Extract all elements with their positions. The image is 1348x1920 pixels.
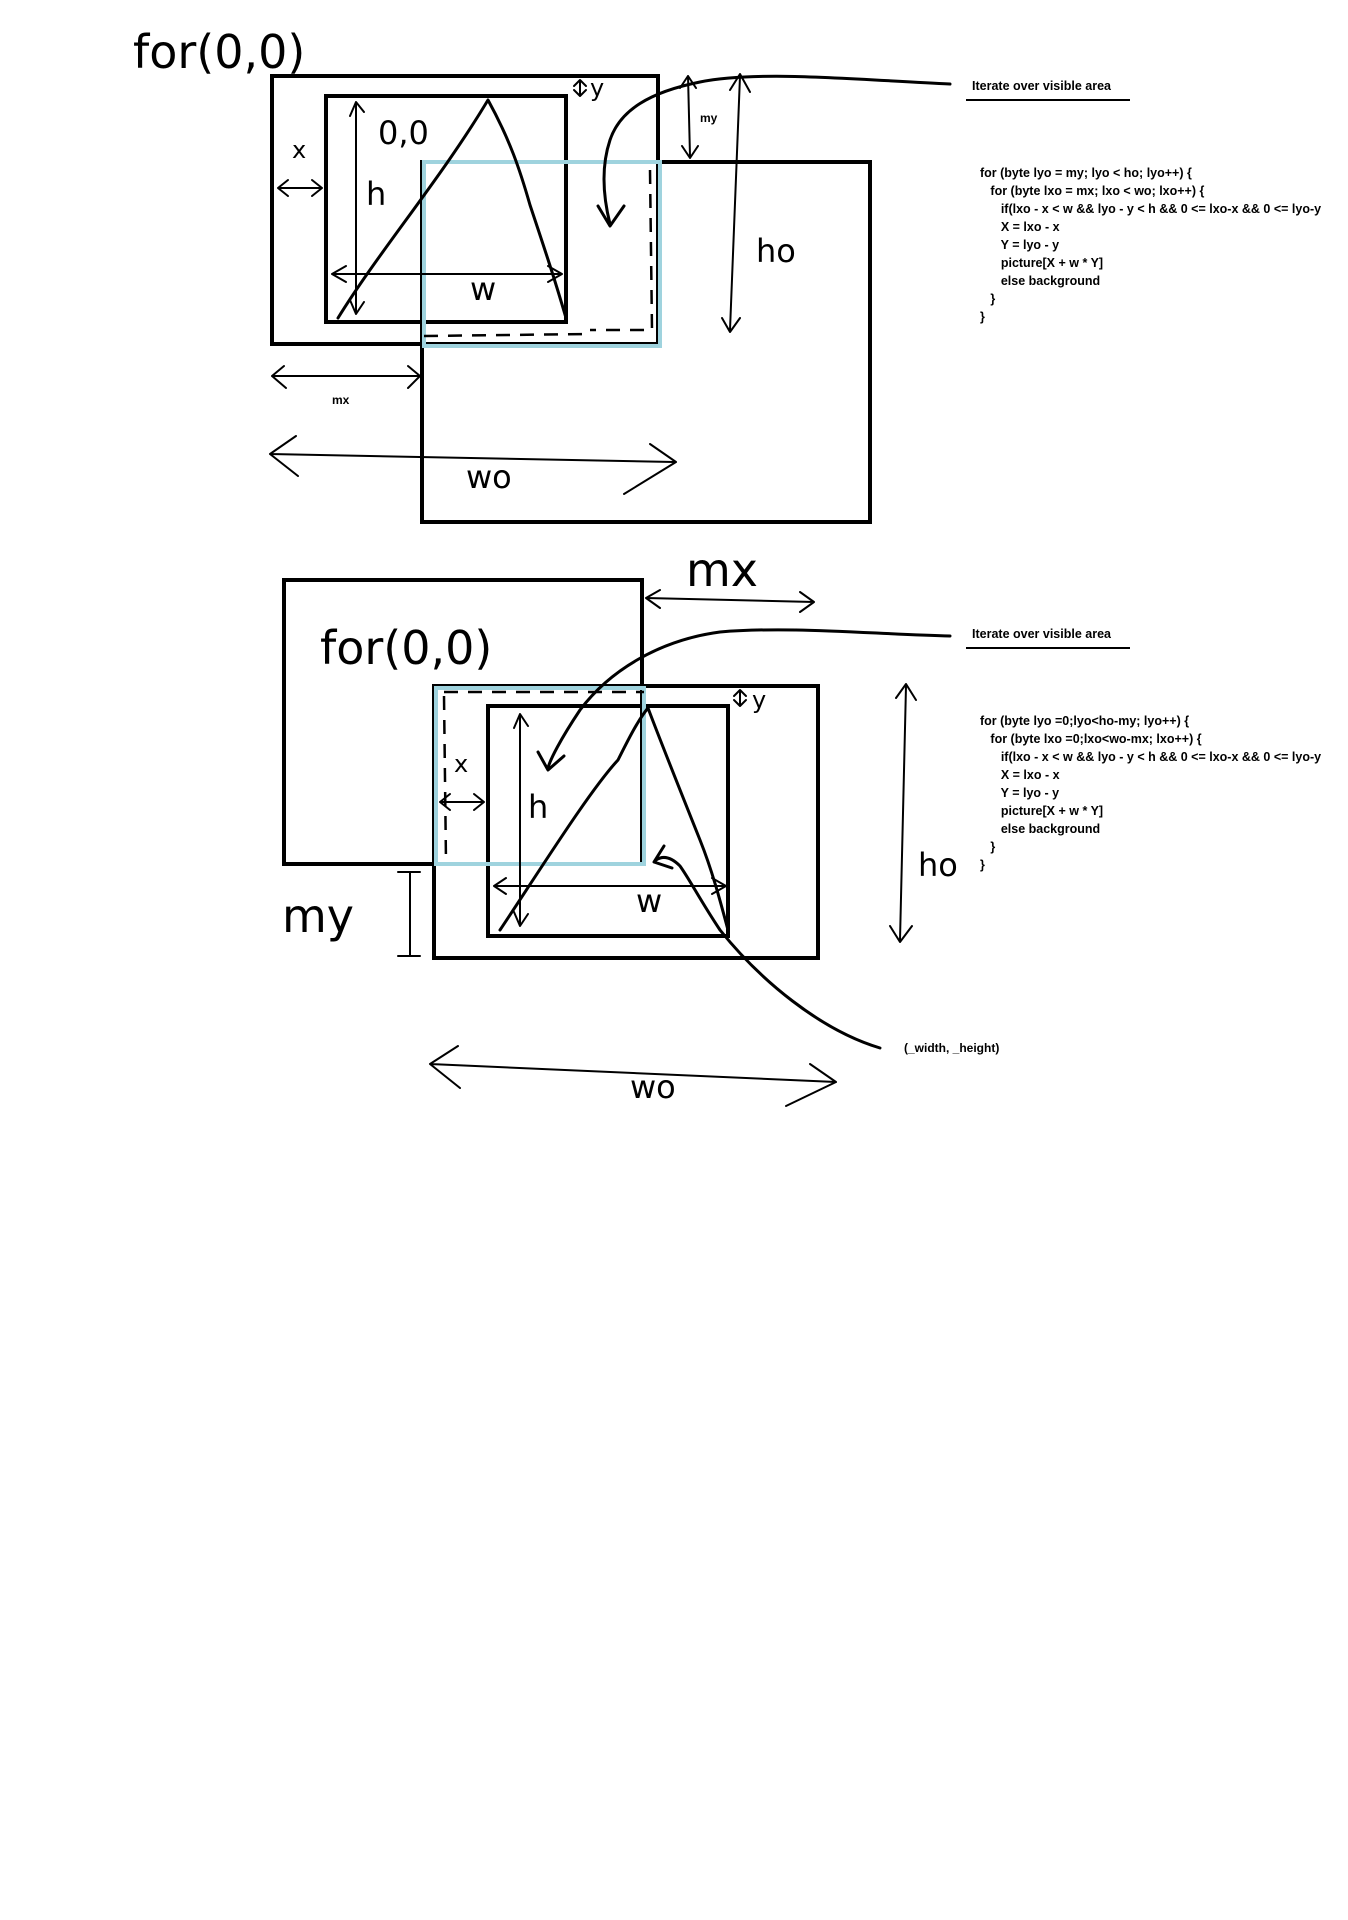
d1-code-line: X = lxo - x	[980, 220, 1060, 234]
d2-corner-label: (_width, _height)	[904, 1041, 999, 1055]
d2-title: for(0,0)	[320, 621, 492, 675]
d1-ho-arrow	[721, 73, 751, 333]
d2-code-line: for (byte lyo =0;lyo<ho-my; lyo++) {	[980, 714, 1189, 728]
d2-x-label: x	[454, 750, 468, 778]
d1-picture-rect	[324, 94, 568, 324]
d1-h-label: h	[366, 175, 386, 213]
d2-code-line: }	[980, 858, 985, 872]
d1-ho-label: ho	[756, 232, 796, 270]
d1-wo-label: wo	[466, 458, 512, 496]
d2-ho-label: ho	[918, 846, 958, 884]
d2-code-line: else background	[980, 822, 1100, 836]
d1-code-line: Y = lyo - y	[980, 238, 1059, 252]
d2-ho-arrow	[889, 683, 917, 943]
d2-code-line: for (byte lxo =0;lxo<wo-mx; lxo++) {	[980, 732, 1202, 746]
d2-code-line: picture[X + w * Y]	[980, 804, 1103, 818]
d2-my-label: my	[282, 889, 354, 943]
d2-h-label: h	[528, 788, 548, 826]
d1-h-arrow	[349, 101, 365, 315]
d2-mx-arrow	[645, 589, 815, 613]
d2-w-label: w	[636, 882, 662, 920]
d2-annotation-arrow	[536, 628, 952, 772]
d1-code-block: for (byte lyo = my; lyo < ho; lyo++) { f…	[980, 166, 1321, 324]
d1-y-marker	[573, 79, 587, 97]
d1-code-line: for (byte lxo = mx; lxo < wo; lxo++) {	[980, 184, 1204, 198]
d1-y-label: y	[590, 74, 604, 102]
d1-title: for(0,0)	[133, 25, 305, 79]
d1-visible-area-dash	[423, 169, 654, 338]
d1-annotation-arrow	[596, 74, 952, 228]
d1-my-arrow	[679, 75, 699, 159]
d1-annotation-title: Iterate over visible area	[972, 79, 1112, 93]
d1-code-line: if(lxo - x < w && lyo - y < h && 0 <= lx…	[980, 202, 1321, 216]
d2-picture-rect	[486, 704, 730, 938]
d2-code-block: for (byte lyo =0;lyo<ho-my; lyo++) { for…	[980, 714, 1321, 872]
d2-code-line: X = lxo - x	[980, 768, 1060, 782]
diagram-1: for(0,0) h 0,0 w x y my ho	[133, 25, 1321, 524]
d2-code-line: }	[980, 840, 995, 854]
d2-y-marker	[733, 689, 747, 707]
d1-x-arrow	[277, 179, 323, 197]
d2-corner-arrow	[652, 844, 882, 1050]
d1-code-line: }	[980, 310, 985, 324]
d2-x-arrow	[439, 793, 485, 811]
d2-code-line: if(lxo - x < w && lyo - y < h && 0 <= lx…	[980, 750, 1321, 764]
d2-wo-arrow	[429, 1045, 837, 1107]
d2-h-arrow	[513, 713, 529, 927]
d1-mx-arrow	[271, 365, 421, 389]
d1-w-arrow	[331, 265, 563, 283]
d1-w-label: w	[470, 270, 496, 308]
d1-x-label: x	[292, 136, 306, 164]
d1-code-line: else background	[980, 274, 1100, 288]
d2-code-line: Y = lyo - y	[980, 786, 1059, 800]
d1-code-line: for (byte lyo = my; lyo < ho; lyo++) {	[980, 166, 1192, 180]
diagram-2: for(0,0) h w x y mx my ho wo	[282, 543, 1321, 1107]
d1-code-line: picture[X + w * Y]	[980, 256, 1103, 270]
d1-wo-arrow	[269, 435, 677, 495]
d1-mx-label: mx	[332, 393, 350, 407]
d2-wo-label: wo	[630, 1068, 676, 1106]
d1-my-label: my	[700, 111, 718, 125]
d2-y-label: y	[752, 686, 766, 714]
d1-origin-label: 0,0	[378, 114, 429, 152]
d2-object-rect	[432, 684, 820, 960]
d2-annotation-title: Iterate over visible area	[972, 627, 1112, 641]
d1-code-line: }	[980, 292, 995, 306]
d1-triangle	[336, 98, 568, 320]
d2-visible-area-dash	[442, 690, 644, 863]
d1-viewport-rect	[422, 160, 662, 348]
d2-my-arrow	[397, 871, 421, 957]
d2-viewport-rect	[434, 686, 646, 866]
d2-mx-label: mx	[686, 543, 758, 597]
d2-triangle	[498, 706, 730, 932]
d2-w-arrow	[493, 877, 727, 895]
